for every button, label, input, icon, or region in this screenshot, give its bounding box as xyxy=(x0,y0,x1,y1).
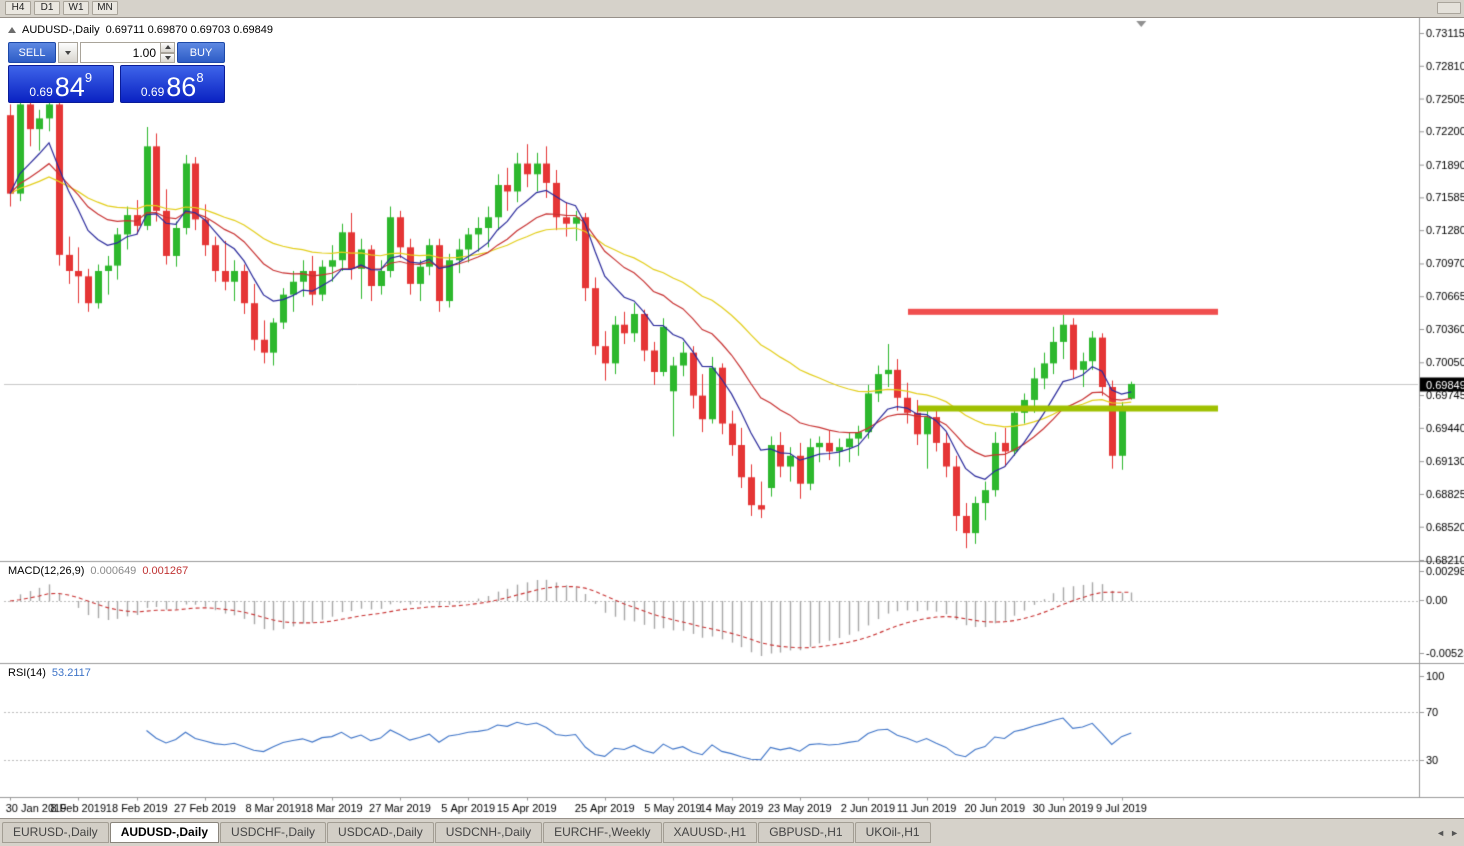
ask-prefix: 0.69 xyxy=(140,85,165,99)
sell-button[interactable]: SELL xyxy=(8,42,56,63)
toolbar-extra-button[interactable] xyxy=(1437,2,1461,14)
chart-tabs-bar: EURUSD-,Daily AUDUSD-,Daily USDCHF-,Dail… xyxy=(0,818,1464,846)
ask-big-digits: 86 xyxy=(166,72,197,102)
macd-name-text: MACD(12,26,9) xyxy=(8,565,85,577)
rsi-indicator-label: RSI(14) 53.2117 xyxy=(8,667,91,679)
timeframe-toolbar: H4 D1 W1 MN xyxy=(0,0,1464,18)
rsi-value: 53.2117 xyxy=(51,667,91,679)
volume-spinner-up[interactable] xyxy=(160,42,175,53)
bid-prefix: 0.69 xyxy=(29,85,53,99)
tab-audusd-daily[interactable]: AUDUSD-,Daily xyxy=(109,822,220,843)
rsi-name-text: RSI(14) xyxy=(8,667,46,679)
tab-usdchf-daily[interactable]: USDCHF-,Daily xyxy=(220,822,327,843)
tab-eurchf-weekly[interactable]: EURCHF-,Weekly xyxy=(543,822,662,843)
tab-eurusd-daily[interactable]: EURUSD-,Daily xyxy=(2,822,109,843)
timeframe-w1-button[interactable]: W1 xyxy=(63,1,89,15)
macd-indicator-label: MACD(12,26,9) 0.000649 0.001267 xyxy=(8,565,188,577)
tab-ukoil-h1[interactable]: UKOil-,H1 xyxy=(854,822,931,843)
ask-price-box[interactable]: 0.69 86 8 xyxy=(119,65,225,103)
tab-usdcnh-daily[interactable]: USDCNH-,Daily xyxy=(434,822,543,843)
tabs-scroll-right-icon[interactable]: ► xyxy=(1450,828,1459,838)
tab-usdcad-daily[interactable]: USDCAD-,Daily xyxy=(327,822,434,843)
volume-spinner xyxy=(160,42,175,63)
bid-price-box[interactable]: 0.69 84 9 xyxy=(8,65,114,103)
buy-button[interactable]: BUY xyxy=(177,42,225,63)
macd-main-value: 0.000649 xyxy=(90,565,137,577)
one-click-order-row: SELL BUY xyxy=(8,42,225,63)
one-click-price-row: 0.69 84 9 0.69 86 8 xyxy=(8,65,225,103)
chevron-down-icon xyxy=(164,55,171,60)
chart-ohlc-values: 0.69711 0.69870 0.69703 0.69849 xyxy=(105,24,274,36)
chevron-up-icon xyxy=(164,45,171,50)
chart-symbol-period: AUDUSD-,Daily xyxy=(22,24,100,36)
ask-pip-digit: 8 xyxy=(196,70,204,85)
timeframe-mn-button[interactable]: MN xyxy=(92,1,118,15)
tab-xauusd-h1[interactable]: XAUUSD-,H1 xyxy=(662,822,758,843)
timeframe-h4-button[interactable]: H4 xyxy=(5,1,31,15)
chevron-down-icon xyxy=(65,50,71,55)
volume-spinner-down[interactable] xyxy=(160,52,175,63)
tabs-scroll-arrows: ◄ ► xyxy=(1431,828,1459,838)
timeframe-d1-button[interactable]: D1 xyxy=(34,1,60,15)
tabs-scroll-left-icon[interactable]: ◄ xyxy=(1436,828,1446,838)
volume-input[interactable] xyxy=(80,42,160,63)
bid-pip-digit: 9 xyxy=(84,70,93,85)
volume-presets-button[interactable] xyxy=(58,42,78,63)
tab-gbpusd-h1[interactable]: GBPUSD-,H1 xyxy=(758,822,854,843)
chart-title: AUDUSD-,Daily 0.69711 0.69870 0.69703 0.6… xyxy=(8,24,273,36)
bid-big-digits: 84 xyxy=(54,72,85,102)
macd-signal-value: 0.001267 xyxy=(142,565,189,577)
one-click-collapse-icon[interactable] xyxy=(8,26,16,33)
